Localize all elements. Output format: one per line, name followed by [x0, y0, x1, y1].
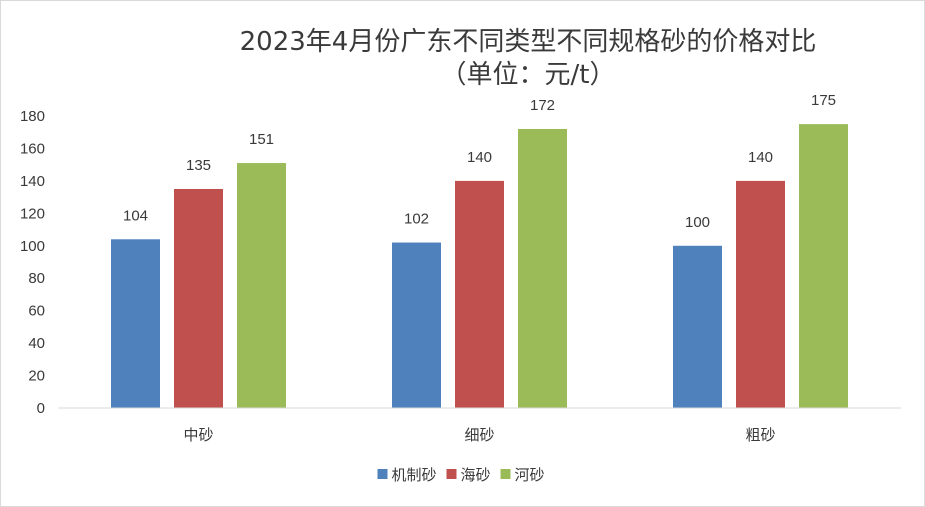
y-tick-label: 60: [28, 303, 45, 320]
chart-subtitle: （单位：元/t）: [441, 60, 616, 90]
data-label: 140: [467, 149, 492, 166]
data-label: 135: [186, 157, 211, 174]
legend: 机制砂 海砂 河砂: [377, 466, 545, 484]
data-label: 172: [530, 97, 555, 114]
y-tick-label: 80: [28, 270, 45, 287]
legend-swatch: [377, 469, 388, 479]
y-tick-label: 160: [20, 140, 45, 157]
legend-label: 海砂: [461, 466, 491, 484]
legend-swatch: [446, 469, 457, 479]
bar-机制砂: [111, 239, 160, 408]
data-label: 151: [249, 131, 274, 148]
y-tick-label: 20: [28, 368, 45, 385]
legend-label: 河砂: [515, 466, 545, 484]
bar-机制砂: [673, 245, 722, 408]
bar-海砂: [455, 180, 504, 408]
bar-海砂: [736, 180, 785, 408]
y-tick-label: 0: [37, 400, 45, 417]
x-category-label: 细砂: [464, 426, 494, 444]
bar-河砂: [518, 128, 567, 408]
y-axis: 0 20 40 60 80 100 120 140 160 180: [20, 108, 45, 417]
y-tick-label: 180: [20, 108, 45, 125]
x-category-label: 粗砂: [745, 426, 775, 444]
bar-海砂: [174, 189, 223, 408]
y-tick-label: 100: [20, 238, 45, 255]
data-label: 104: [123, 207, 148, 224]
y-tick-label: 40: [28, 335, 45, 352]
data-label: 100: [685, 214, 710, 231]
x-category-label: 中砂: [183, 426, 213, 444]
legend-swatch: [500, 469, 511, 479]
x-axis-categories: 中砂 细砂 粗砂: [183, 426, 775, 444]
data-label: 175: [811, 92, 836, 109]
bar-河砂: [799, 124, 848, 408]
y-tick-label: 120: [20, 205, 45, 222]
legend-label: 机制砂: [392, 466, 437, 484]
bars-group: [111, 124, 848, 408]
bar-机制砂: [392, 242, 441, 408]
y-tick-label: 140: [20, 173, 45, 190]
bar-河砂: [237, 163, 286, 408]
chart-title: 2023年4月份广东不同类型不同规格砂的价格对比: [240, 27, 817, 57]
data-label: 102: [404, 211, 429, 228]
data-labels-group: 104 135 151 102 140 172 100 140 175: [123, 92, 836, 231]
data-label: 140: [748, 149, 773, 166]
